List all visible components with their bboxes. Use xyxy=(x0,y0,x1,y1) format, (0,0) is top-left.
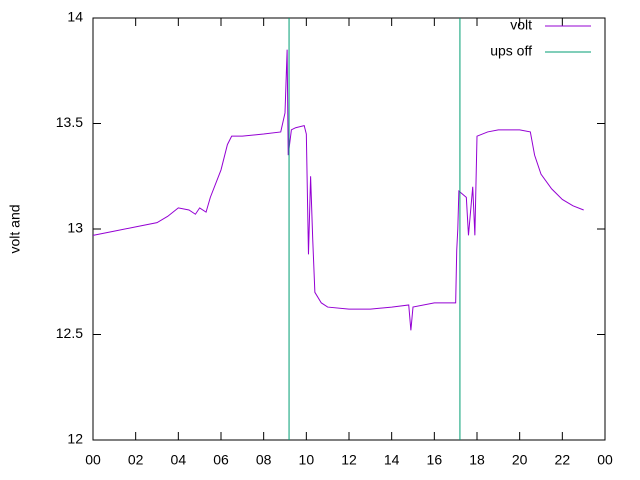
legend-label: volt xyxy=(510,17,532,33)
x-tick-label: 04 xyxy=(171,452,187,468)
series-line xyxy=(288,18,461,440)
x-tick-label: 14 xyxy=(384,452,400,468)
x-tick-label: 02 xyxy=(128,452,144,468)
x-tick-label: 22 xyxy=(555,452,571,468)
x-tick-label: 00 xyxy=(85,452,101,468)
y-tick-label: 14 xyxy=(67,9,83,25)
x-tick-label: 10 xyxy=(299,452,315,468)
y-tick-label: 13 xyxy=(67,220,83,236)
x-tick-label: 20 xyxy=(512,452,528,468)
y-tick-label: 12.5 xyxy=(56,325,83,341)
legend-label: ups off xyxy=(490,43,532,59)
x-tick-label: 18 xyxy=(469,452,485,468)
y-tick-label: 12 xyxy=(67,431,83,447)
plot-frame xyxy=(92,17,606,441)
y-axis-label: volt and xyxy=(7,204,23,253)
y-tick-label: 13.5 xyxy=(56,114,83,130)
x-tick-label: 16 xyxy=(427,452,443,468)
series-line xyxy=(92,49,584,331)
x-tick-label: 00 xyxy=(597,452,613,468)
x-tick-label: 06 xyxy=(213,452,229,468)
x-tick-label: 08 xyxy=(256,452,272,468)
x-tick-label: 12 xyxy=(341,452,357,468)
